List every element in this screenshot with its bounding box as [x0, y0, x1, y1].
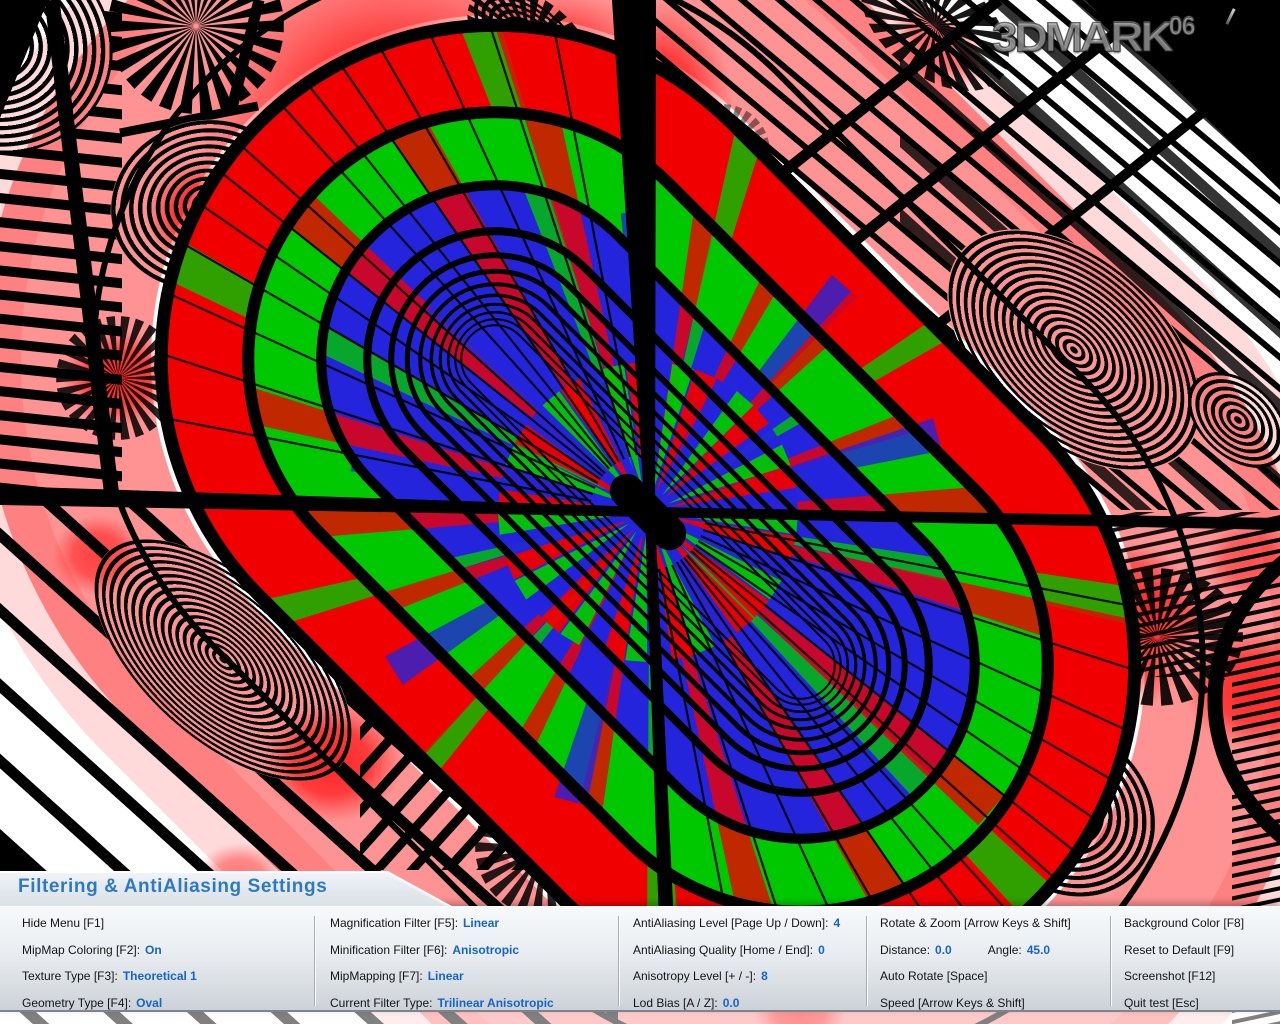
menu-item: Minification Filter [F6]: Anisotropic [330, 937, 554, 964]
menu-item-label: Rotate & Zoom [Arrow Keys & Shift] [880, 916, 1071, 930]
menu-item-label: Magnification Filter [F5]: [330, 916, 459, 930]
menu-item-label: Quit test [Esc] [1124, 995, 1199, 1010]
menu-item-value: Linear [427, 969, 464, 984]
menu-column-misc: Background Color [F8] Reset to Default [F… [1124, 910, 1244, 1016]
menu-item: MipMapping [F7]: Linear [330, 963, 554, 990]
logo-3dmark06: 3DMARK06 [991, 8, 1280, 68]
mip-ring [154, 18, 1142, 1006]
menu-item-value: Anisotropic [452, 942, 520, 957]
menu-item-value: 0.0 [722, 995, 740, 1010]
menu-item: AntiAliasing Quality [Home / End]: 0 [633, 937, 840, 964]
menu-item-label: AntiAliasing Level [Page Up / Down]: [633, 916, 829, 930]
menu-column-aa: AntiAliasing Level [Page Up / Down]: 4 Ant… [633, 910, 840, 1016]
corner-wedge [1085, 0, 1280, 190]
mip-ring [454, 318, 842, 706]
column-divider [618, 916, 619, 1006]
menu-item: Magnification Filter [F5]: Linear [330, 910, 554, 937]
menu-item-label: Current Filter Type: [330, 995, 433, 1010]
menu-item-value: 0.0 [935, 942, 952, 957]
tab-highlight [0, 871, 390, 873]
menu-item: Screenshot [F12] [1124, 963, 1244, 990]
menu-item-label: Angle: [987, 942, 1022, 957]
column-divider [866, 916, 867, 1006]
menu-item-label: Auto Rotate [Space] [880, 969, 988, 984]
menu-item-value: 0 [818, 942, 825, 957]
menu-item: Auto Rotate [Space] [880, 963, 1071, 990]
menu-column-filtering: Magnification Filter [F5]: Linear Minifica… [330, 910, 554, 1016]
menu-item-label: Texture Type [F3]: [22, 969, 118, 984]
menu-item-label: Reset to Default [F9] [1124, 942, 1235, 957]
menu-item-label: Lod Bias [A / Z]: [633, 995, 718, 1010]
settings-panel-title-tab: Filtering & AntiAliasing Settings [0, 871, 452, 906]
menu-item-value: 45.0 [1026, 942, 1051, 957]
menu-item-value: Trilinear Anisotropic [437, 995, 554, 1010]
menu-item-label: Screenshot [F12] [1124, 969, 1216, 984]
column-divider [314, 916, 315, 1006]
menu-item-label: AntiAliasing Quality [Home / End]: [633, 942, 814, 957]
crosshair-line-horizontal [648, 507, 1280, 530]
menu-item: Anisotropy Level [+ / -]: 8 [633, 963, 840, 990]
menu-item-value: 4 [833, 916, 841, 930]
menu-item-label: Minification Filter [F6]: [330, 942, 448, 957]
menu-item: Background Color [F8] [1124, 910, 1244, 937]
bottom-fade-strip [0, 1012, 1280, 1024]
menu-item: AntiAliasing Level [Page Up / Down]: 4 [633, 910, 840, 937]
crosshair-line-vertical [645, 515, 678, 1012]
crosshair-line-vertical [612, 0, 656, 515]
logo-brand-text: 3DMARK [991, 13, 1174, 61]
crosshair-line-horizontal [0, 486, 648, 517]
menu-item-value: 8 [761, 969, 768, 984]
menu-item: Quit test [Esc] [1124, 990, 1244, 1017]
menu-item-label: Hide Menu [F1] [22, 916, 105, 930]
menu-item-label: Anisotropy Level [+ / -]: [633, 969, 757, 984]
menu-column-display: Hide Menu [F1] MipMap Coloring [F2]: On Tex… [22, 910, 197, 1016]
menu-item: Distance: 0.0 Angle: 45.0 [880, 937, 1071, 964]
menu-item: Rotate & Zoom [Arrow Keys & Shift] [880, 910, 1071, 937]
menu-item: Texture Type [F3]: Theoretical 1 [22, 963, 197, 990]
column-divider [1110, 916, 1111, 1006]
logo-version-text: 06 [1168, 13, 1196, 42]
menu-item-value: Linear [463, 916, 500, 930]
menu-item-label: MipMapping [F7]: [330, 969, 423, 984]
menu-item: Reset to Default [F9] [1124, 937, 1244, 964]
menu-item-label: Geometry Type [F4]: [22, 995, 132, 1010]
menu-item-label: MipMap Coloring [F2]: [22, 942, 141, 957]
panel-title: Filtering & AntiAliasing Settings [18, 876, 328, 897]
menu-item: Hide Menu [F1] [22, 910, 197, 937]
menu-item: Lod Bias [A / Z]: 0.0 [633, 990, 840, 1017]
menu-column-rotate: Rotate & Zoom [Arrow Keys & Shift] Distan… [880, 910, 1071, 1016]
menu-item-value: Theoretical 1 [122, 969, 197, 984]
menu-item-value: Oval [136, 995, 163, 1010]
settings-panel: Hide Menu [F1] MipMap Coloring [F2]: On Tex… [0, 906, 1280, 1012]
menu-item: Current Filter Type: Trilinear Anisotropi… [330, 990, 554, 1017]
menu-item-label: Background Color [F8] [1124, 916, 1245, 930]
menu-item: Speed [Arrow Keys & Shift] [880, 990, 1071, 1017]
menu-item-label: Speed [Arrow Keys & Shift] [880, 995, 1025, 1010]
menu-item: Geometry Type [F4]: Oval [22, 990, 197, 1017]
menu-item-value: On [145, 942, 162, 957]
menu-item: MipMap Coloring [F2]: On [22, 937, 197, 964]
menu-item-label: Distance: [880, 942, 931, 957]
